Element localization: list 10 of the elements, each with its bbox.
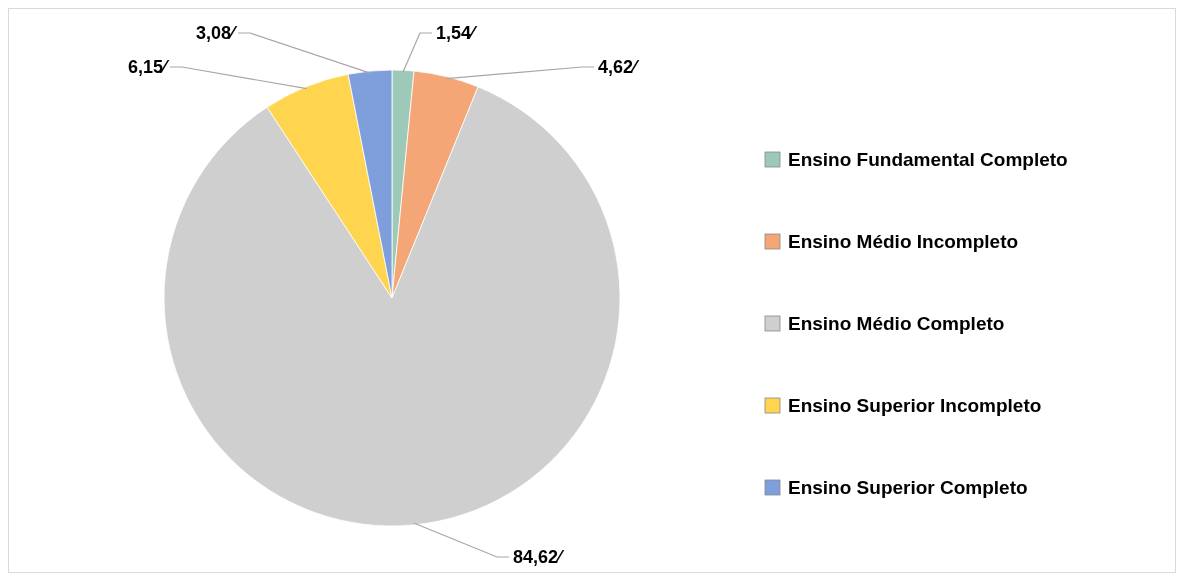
data-label: 84,62⁄ (513, 547, 566, 567)
data-label: 3,08⁄ (195, 23, 238, 43)
legend-label: Ensino Superior Completo (788, 477, 1028, 498)
legend-label: Ensino Médio Incompleto (788, 231, 1019, 252)
legend-label: Ensino Superior Incompleto (788, 395, 1042, 416)
legend-label: Ensino Médio Completo (788, 313, 1005, 334)
data-label: 6,15⁄ (127, 57, 170, 77)
legend-label: Ensino Fundamental Completo (788, 149, 1068, 170)
data-label: 4,62⁄ (598, 57, 641, 77)
data-label: 1,54⁄ (436, 23, 479, 43)
